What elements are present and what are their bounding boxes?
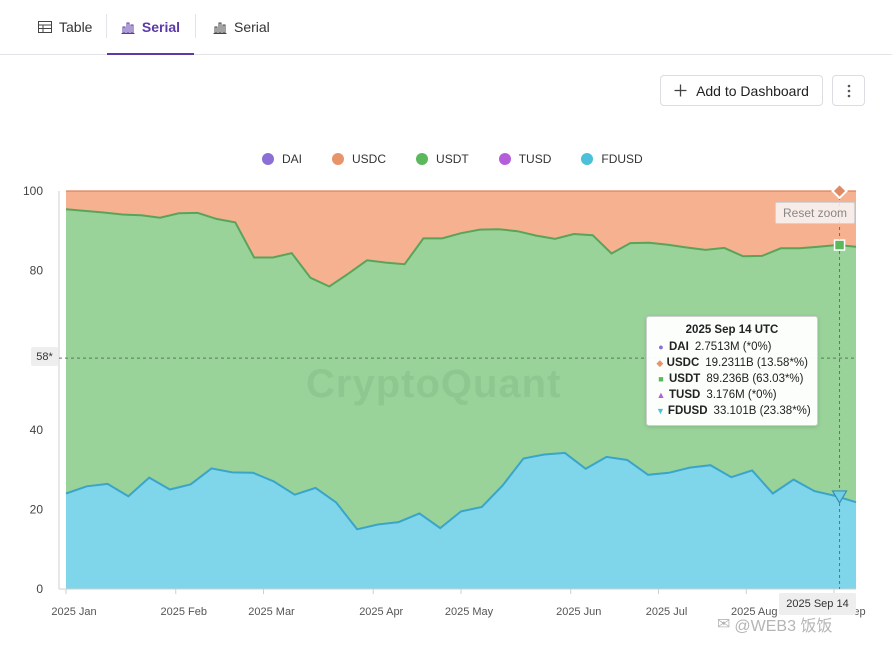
x-tick-label: 2025 Jul bbox=[646, 606, 688, 618]
usdt-area bbox=[66, 209, 856, 530]
square-marker-icon: ■ bbox=[658, 374, 664, 384]
tooltip-series-value: 19.2311B (13.58*%) bbox=[705, 357, 808, 369]
circle-marker-icon: ● bbox=[658, 342, 664, 352]
x-tick-label: 2025 Mar bbox=[248, 606, 295, 618]
tab-serial-active[interactable]: Serial bbox=[107, 0, 194, 55]
watermark-cryptoquant: CryptoQuant bbox=[306, 362, 562, 406]
table-icon bbox=[38, 21, 52, 33]
add-to-dashboard-button[interactable]: Add to Dashboard bbox=[660, 75, 823, 106]
y-tick-label: 40 bbox=[30, 423, 44, 437]
tooltip-series-value: 2.7513M (*0%) bbox=[694, 341, 772, 353]
usdc-area bbox=[66, 191, 856, 287]
fdusd-hover-marker bbox=[831, 490, 848, 505]
usdt-hover-marker bbox=[833, 239, 846, 251]
more-vertical-icon bbox=[847, 84, 850, 97]
usdt-line bbox=[65, 208, 857, 288]
tab-serial-label: Serial bbox=[141, 19, 181, 35]
tab-serial-2[interactable]: Serial bbox=[213, 0, 270, 54]
tab-serial-2-label: Serial bbox=[234, 19, 270, 35]
x-tick-label: 2025 Aug bbox=[731, 606, 778, 618]
legend-dot bbox=[332, 153, 345, 165]
legend-label: USDC bbox=[352, 152, 387, 166]
y-tick-label: 0 bbox=[36, 582, 43, 596]
stacked-area-chart[interactable]: 0 20 40 80 100 2025 Jan 2025 Feb 2025 Mar 2025 A… bbox=[0, 170, 892, 620]
legend-dot bbox=[416, 153, 429, 165]
tab-divider bbox=[195, 14, 196, 38]
tooltip-series-name: USDC bbox=[666, 357, 700, 369]
add-to-dashboard-label: Add to Dashboard bbox=[696, 82, 809, 99]
reset-zoom-button[interactable]: Reset zoom bbox=[775, 202, 855, 224]
tooltip-series-name: FDUSD bbox=[667, 405, 708, 417]
legend-item-dai[interactable]: DAI bbox=[262, 151, 302, 167]
tooltip-title: 2025 Sep 14 UTC bbox=[685, 324, 779, 336]
x-tick-label: 2025 Jan bbox=[51, 606, 96, 618]
legend-dot bbox=[262, 153, 274, 165]
bar-chart-icon bbox=[121, 22, 135, 34]
legend-label: DAI bbox=[282, 152, 303, 166]
chart-legend: DAI USDC USDT TUSD FDUSD bbox=[262, 151, 673, 167]
chart-tooltip: 2025 Sep 14 UTC ● DAI 2.7513M (*0%) ◆ US… bbox=[646, 316, 818, 426]
legend-label: USDT bbox=[436, 152, 469, 166]
watermark-corner-text: @WEB3 饭饭 bbox=[734, 618, 833, 635]
triangle-up-marker-icon: ▲ bbox=[656, 390, 666, 400]
triangle-down-marker-icon: ▼ bbox=[656, 406, 665, 416]
chat-bubble-icon: ✉ bbox=[717, 616, 731, 633]
y-tick-label: 20 bbox=[30, 502, 44, 516]
tab-table-label: Table bbox=[59, 19, 93, 35]
diamond-marker-icon: ◆ bbox=[656, 358, 664, 368]
legend-dot bbox=[581, 153, 594, 165]
tooltip-series-value: 3.176M (*0%) bbox=[706, 389, 777, 401]
fdusd-line bbox=[65, 451, 857, 531]
tooltip-series-value: 33.101B (23.38*%) bbox=[713, 405, 811, 417]
tab-table[interactable]: Table bbox=[38, 0, 92, 54]
legend-item-fdusd[interactable]: FDUSD bbox=[581, 151, 643, 167]
legend-item-usdt[interactable]: USDT bbox=[416, 151, 469, 167]
tooltip-row: ▲ TUSD 3.176M (*0%) bbox=[656, 387, 808, 403]
legend-dot bbox=[498, 153, 511, 165]
legend-label: TUSD bbox=[518, 152, 552, 166]
tooltip-series-name: DAI bbox=[669, 341, 689, 353]
tooltip-series-name: USDT bbox=[669, 373, 701, 385]
legend-label: FDUSD bbox=[601, 152, 643, 166]
usdc-hover-marker bbox=[831, 182, 848, 200]
tooltip-series-value: 89.236B (63.03*%) bbox=[706, 373, 804, 385]
x-tick-label: 2025 Feb bbox=[160, 606, 206, 618]
x-tick-label: 2025 Jun bbox=[556, 606, 601, 618]
tooltip-row: ▼ FDUSD 33.101B (23.38*%) bbox=[656, 403, 811, 419]
x-tick-label: 2025 May bbox=[445, 606, 494, 618]
x-crosshair-label: 2025 Sep 14 bbox=[779, 593, 856, 615]
y-tick-label: 80 bbox=[30, 264, 44, 278]
bar-chart-icon bbox=[213, 22, 227, 34]
tooltip-row: ◆ USDC 19.2311B (13.58*%) bbox=[656, 355, 808, 371]
y-tick-label: 100 bbox=[23, 184, 43, 198]
legend-item-tusd[interactable]: TUSD bbox=[498, 151, 552, 167]
view-tabs: Table Serial Serial bbox=[0, 0, 892, 55]
tab-divider bbox=[106, 14, 107, 38]
legend-item-usdc[interactable]: USDC bbox=[332, 151, 386, 167]
tooltip-row: ■ USDT 89.236B (63.03*%) bbox=[656, 371, 808, 387]
y-crosshair-label: 58* bbox=[31, 347, 58, 366]
x-tick-label: 2025 Apr bbox=[359, 606, 403, 618]
tooltip-series-name: TUSD bbox=[669, 389, 701, 401]
more-options-button[interactable] bbox=[832, 75, 865, 106]
plus-icon bbox=[674, 84, 687, 97]
watermark-corner: ✉ @WEB3 饭饭 bbox=[717, 612, 832, 636]
fdusd-area bbox=[66, 452, 856, 589]
tooltip-row: ● DAI 2.7513M (*0%) bbox=[656, 339, 808, 355]
